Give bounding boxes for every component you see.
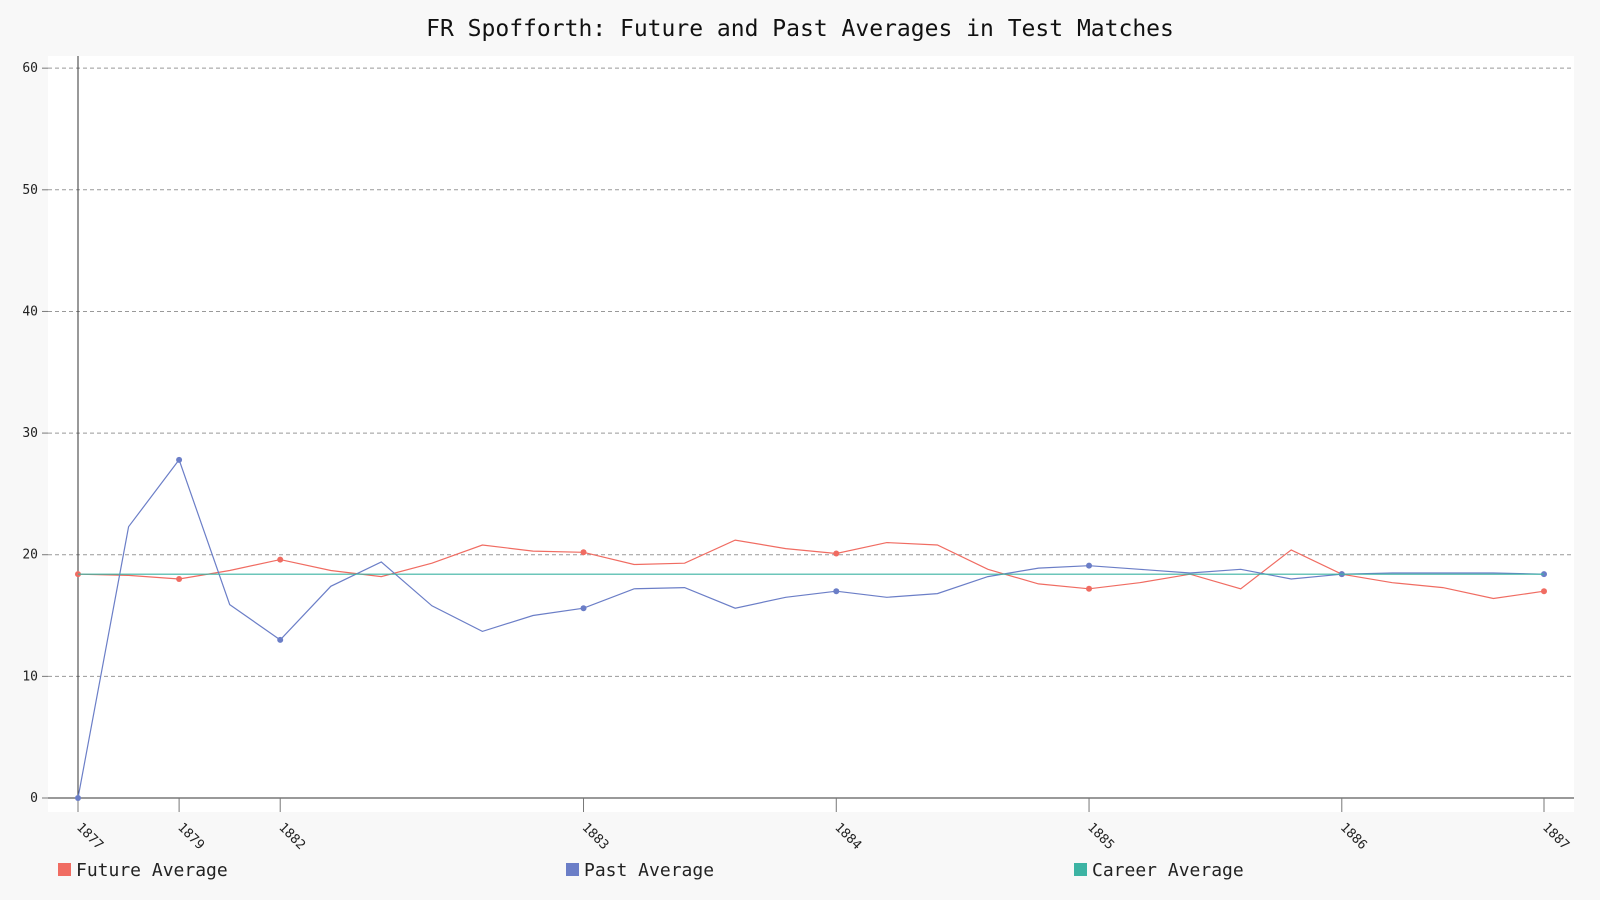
axes [48,56,1574,812]
data-point [277,556,284,563]
data-point [176,456,183,463]
y-tick-label: 60 [22,61,38,76]
y-tick-label: 0 [30,791,38,806]
series-line [77,458,1545,799]
legend-swatch [1074,863,1087,876]
y-tick-label: 20 [22,548,38,563]
y-tick-label: 40 [22,304,38,319]
y-tick-label: 10 [22,669,38,684]
legend[interactable]: Future Average Past Average Career Average [58,860,1244,881]
y-tick-label: 50 [22,183,38,198]
data-point [833,588,840,595]
data-point [1541,588,1547,595]
data-point [580,549,587,556]
legend-label: Future Average [76,860,228,881]
data-point [833,550,840,557]
data-point [75,795,81,801]
legend-swatch [566,863,579,876]
plot-area [48,56,1574,812]
data-point [1086,562,1093,569]
y-tick-label: 30 [22,426,38,441]
data-point [580,605,587,612]
data-point [1086,585,1093,592]
data-point [277,636,284,643]
series-line [77,539,1545,600]
legend-swatch [58,863,71,876]
grid-lines [48,67,1574,677]
series-lines [75,456,1547,801]
data-point [176,576,183,583]
y-axis-ticks: 0 10 20 30 40 50 60 [22,61,48,806]
legend-label: Career Average [1092,860,1244,881]
legend-label: Past Average [584,860,714,881]
chart-title: FR Spofforth: Future and Past Averages i… [426,16,1174,42]
